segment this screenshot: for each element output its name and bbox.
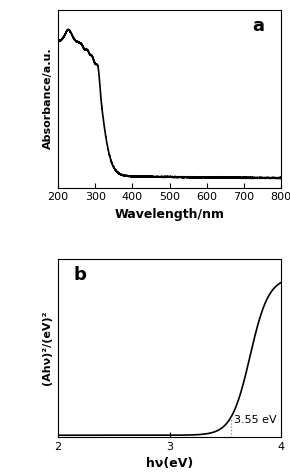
Text: 3.55 eV: 3.55 eV — [234, 415, 277, 425]
Text: a: a — [252, 17, 264, 35]
Y-axis label: Absorbance/a.u.: Absorbance/a.u. — [42, 48, 52, 149]
Y-axis label: (Ahν)²/(eV)²: (Ahν)²/(eV)² — [42, 311, 52, 385]
X-axis label: hν(eV): hν(eV) — [146, 457, 193, 470]
Text: b: b — [74, 266, 86, 284]
X-axis label: Wavelength/nm: Wavelength/nm — [115, 208, 225, 221]
